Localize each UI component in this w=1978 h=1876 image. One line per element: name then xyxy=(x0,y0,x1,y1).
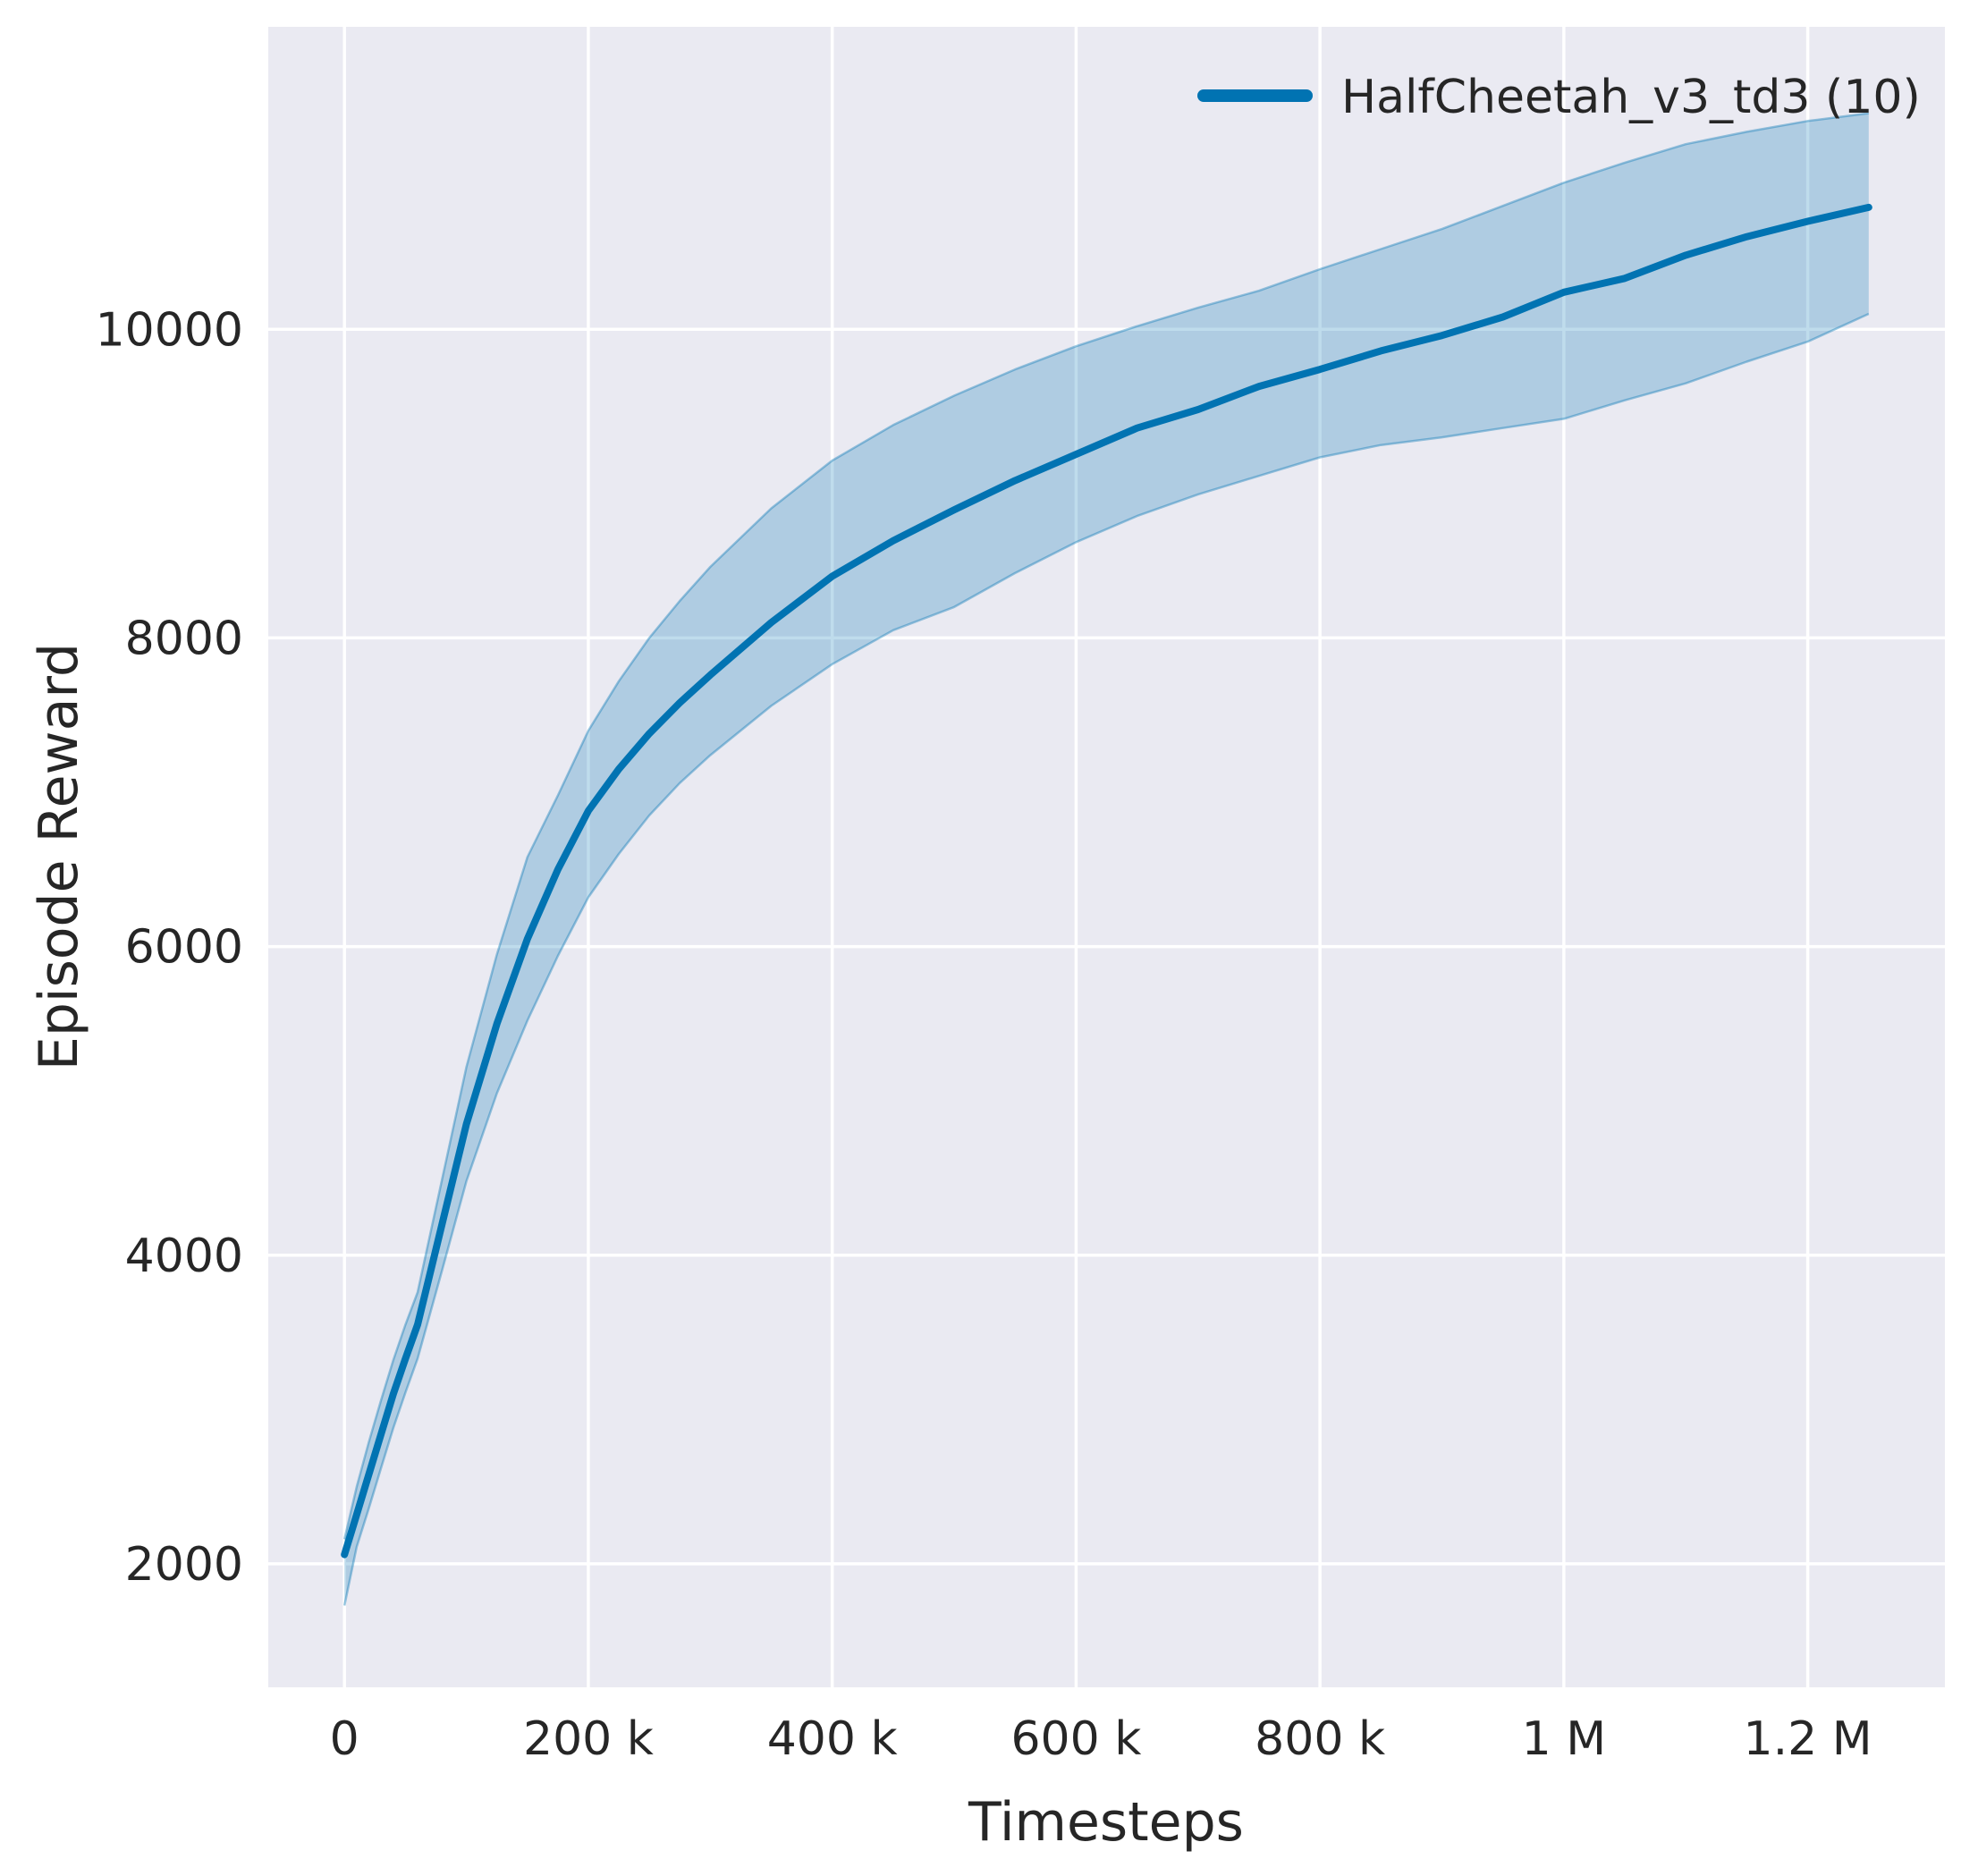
y-tick-label: 2000 xyxy=(125,1538,243,1592)
x-tick-label: 800 k xyxy=(1255,1712,1385,1766)
series-halfcheetah xyxy=(341,112,1872,1606)
y-tick-label: 4000 xyxy=(125,1230,243,1283)
confidence-band-upper-edge xyxy=(342,112,1869,1540)
x-tick-label: 0 xyxy=(330,1712,359,1766)
legend: HalfCheetah_v3_td3 (10) xyxy=(1197,71,1921,124)
y-axis-label: Episode Reward xyxy=(28,643,90,1070)
x-tick-label: 400 k xyxy=(767,1712,898,1766)
y-tick-labels: 2000 4000 6000 8000 10000 xyxy=(96,303,243,1592)
x-tick-label: 1 M xyxy=(1522,1712,1606,1766)
confidence-band-lower-edge xyxy=(342,312,1870,1606)
legend-label: HalfCheetah_v3_td3 (10) xyxy=(1341,71,1921,124)
y-tick-label: 10000 xyxy=(96,303,243,357)
confidence-band xyxy=(344,113,1869,1606)
y-tick-label: 8000 xyxy=(125,612,243,665)
x-axis-label: Timesteps xyxy=(968,1791,1244,1854)
plot-area xyxy=(268,27,1945,1687)
x-tick-labels: 0 200 k 400 k 600 k 800 k 1 M 1.2 M xyxy=(330,1712,1872,1766)
y-tick-label: 6000 xyxy=(125,921,243,975)
gridlines xyxy=(268,27,1945,1687)
x-tick-label: 200 k xyxy=(523,1712,654,1766)
x-tick-label: 1.2 M xyxy=(1744,1712,1872,1766)
x-tick-label: 600 k xyxy=(1010,1712,1141,1766)
mean-reward-line xyxy=(341,203,1872,1559)
